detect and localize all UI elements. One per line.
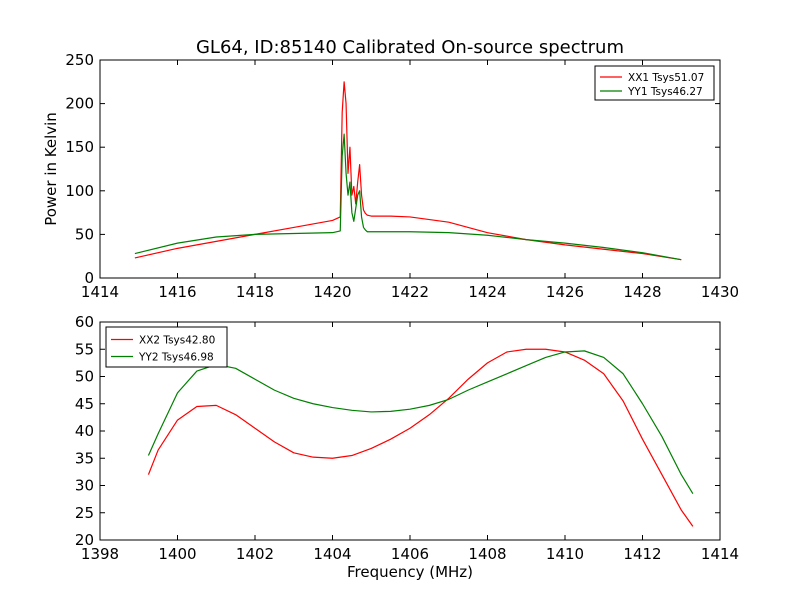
legend-box: [105, 326, 228, 368]
y-tick-label: 200: [65, 95, 94, 113]
series-line-yy1: [134, 133, 682, 261]
legend-label: XX2 Tsys42.80: [139, 335, 215, 347]
x-tick-label: 1406: [391, 545, 429, 563]
y-tick-label: 25: [75, 504, 94, 522]
x-tick-label: 1400: [158, 545, 196, 563]
x-tick-label: 1430: [701, 283, 739, 301]
x-tick-label: 1410: [546, 545, 584, 563]
x-tick-label: 1418: [236, 283, 274, 301]
series-line-yy2: [147, 350, 694, 494]
x-tick-label: 1412: [623, 545, 661, 563]
y-tick-label: 55: [75, 340, 94, 358]
y-tick-label: 250: [65, 51, 94, 69]
y-tick-label: 35: [75, 449, 94, 467]
x-tick-label: 1428: [623, 283, 661, 301]
y-tick-label: 150: [65, 138, 94, 156]
x-tick-label: 1422: [391, 283, 429, 301]
x-tick-label: 1424: [468, 283, 506, 301]
x-tick-label: 1398: [81, 545, 119, 563]
x-tick-label: 1404: [313, 545, 351, 563]
legend-label: YY1 Tsys46.27: [627, 86, 703, 98]
figure-title: GL64, ID:85140 Calibrated On-source spec…: [196, 37, 624, 58]
y-tick-label: 50: [75, 225, 94, 243]
y-tick-label: 30: [75, 477, 94, 495]
x-tick-label: 1414: [81, 283, 119, 301]
x-tick-label: 1402: [236, 545, 274, 563]
y-tick-label: 0: [84, 269, 94, 287]
legend-label: YY2 Tsys46.98: [138, 352, 214, 364]
x-tick-label: 1414: [701, 545, 739, 563]
legend-label: XX1 Tsys51.07: [628, 72, 704, 84]
y-tick-label: 40: [75, 422, 94, 440]
x-tick-label: 1426: [546, 283, 584, 301]
series-line-xx2: [147, 348, 694, 527]
legend-box: [594, 65, 715, 101]
y-tick-label: 60: [75, 313, 94, 331]
top-plot: 1414 1416 1418 1420 1422 1424 1426 1428 1430 0 50 1…: [42, 51, 739, 301]
x-tick-label: 1416: [158, 283, 196, 301]
y-tick-label: 100: [65, 182, 94, 200]
x-axis-label: Frequency (MHz): [347, 563, 473, 581]
y-tick-label: 50: [75, 368, 94, 386]
bottom-plot: 1398 1400 1402 1404 1406 1408 1410 1412 1414 20 25…: [75, 313, 739, 581]
series-line-xx1: [134, 81, 682, 261]
y-tick-label: 20: [75, 531, 94, 549]
x-tick-label: 1420: [313, 283, 351, 301]
y-axis-label: Power in Kelvin: [42, 112, 60, 226]
y-tick-label: 45: [75, 395, 94, 413]
x-tick-label: 1408: [468, 545, 506, 563]
